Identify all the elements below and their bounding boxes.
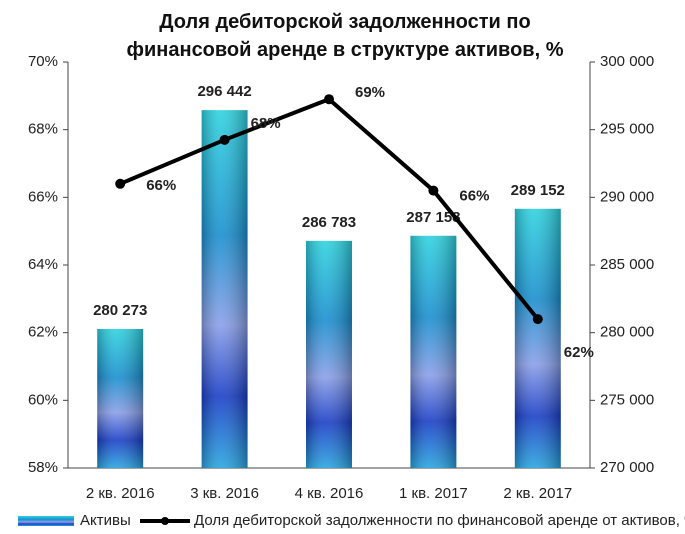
line-point (219, 134, 230, 145)
bar-shade (97, 328, 144, 468)
bar-shade (201, 110, 248, 468)
bar-value-label: 280 273 (93, 302, 147, 319)
bar-shade (410, 235, 457, 468)
y-tick-label: 64% (28, 256, 58, 273)
line-point (324, 94, 334, 105)
y2-tick-label: 300 000 (600, 53, 654, 70)
legend-swatch (161, 517, 169, 525)
x-tick-label: 4 кв. 2016 (295, 485, 364, 502)
bar-value-label: 289 152 (511, 182, 565, 199)
y-tick-label: 62% (28, 324, 58, 341)
x-tick-label: 2 кв. 2017 (503, 485, 572, 502)
y2-tick-label: 270 000 (600, 459, 654, 476)
y-tick-label: 68% (28, 121, 58, 138)
y-tick-label: 66% (28, 188, 58, 205)
line-value-label: 66% (459, 188, 489, 205)
x-tick-label: 2 кв. 2016 (86, 485, 155, 502)
line-value-label: 69% (355, 84, 385, 101)
y2-tick-label: 285 000 (600, 256, 654, 273)
bar-value-label: 296 442 (197, 83, 251, 100)
y-tick-label: 58% (28, 459, 58, 476)
y2-tick-label: 280 000 (600, 324, 654, 341)
line-point (428, 185, 439, 196)
legend-swatch (18, 516, 74, 526)
bar-value-label: 287 158 (406, 209, 460, 226)
y-tick-label: 70% (28, 53, 58, 70)
y2-tick-label: 275 000 (600, 391, 654, 408)
x-tick-label: 3 кв. 2016 (190, 485, 259, 502)
x-tick-label: 1 кв. 2017 (399, 485, 468, 502)
line-value-label: 66% (146, 177, 176, 194)
line-point (115, 178, 126, 189)
bar-shade (306, 240, 352, 468)
chart-title: Доля дебиторской задолженности по финанс… (126, 11, 564, 61)
legend-label: Активы (80, 512, 131, 529)
legend-label: Доля дебиторской задолженности по финанс… (194, 512, 685, 529)
y-tick-label: 60% (28, 391, 58, 408)
y2-tick-label: 295 000 (600, 121, 654, 138)
line-value-label: 62% (564, 344, 594, 361)
bar-value-label: 286 783 (302, 214, 356, 231)
y2-tick-label: 290 000 (600, 188, 654, 205)
bar-shade (514, 208, 561, 468)
line-value-label: 68% (251, 115, 281, 132)
line-point (532, 314, 543, 325)
